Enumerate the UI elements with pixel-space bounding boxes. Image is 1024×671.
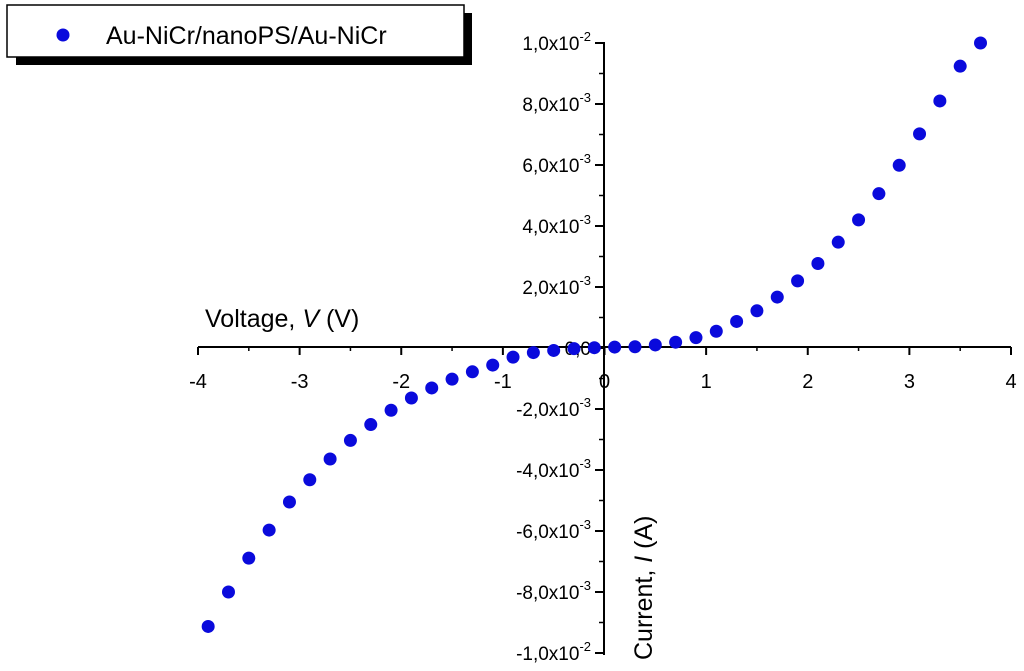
data-point [811,257,825,271]
y-tick-exponent: -2 [579,29,591,44]
y-tick-exponent: -3 [579,578,591,593]
y-ticks: 1,0x10-28,0x10-36,0x10-34,0x10-32,0x10-3… [516,29,604,665]
y-tick-mantissa: -4,0x10 [516,461,579,482]
data-point [364,418,378,432]
y-tick-exponent: -3 [579,456,591,471]
y-tick-mantissa: 4,0x10 [522,217,579,238]
data-point [323,452,337,466]
y-axis-title: Current, I (A) [630,516,658,661]
x-axis-title: Voltage, V (V) [205,305,359,333]
data-points [201,36,988,633]
data-point [547,343,561,357]
y-tick-label: 4,0x10-3 [522,212,591,238]
data-point [831,235,845,249]
y-tick-label: 2,0x10-3 [522,273,591,299]
y-tick-label: -4,0x10-3 [516,456,591,482]
data-point [201,619,215,633]
data-point [404,391,418,405]
y-tick-label: -2,0x10-3 [516,395,591,421]
y-tick-exponent: -2 [579,639,591,654]
y-tick-exponent: -3 [579,90,591,105]
y-axis-title-suffix: (A) [630,516,658,556]
data-point [750,304,764,318]
data-point [303,473,317,487]
data-point [689,331,703,345]
y-tick-mantissa: -1,0x10 [516,644,579,665]
data-point [648,338,662,352]
y-tick-mantissa: 8,0x10 [522,95,579,116]
data-point [730,314,744,328]
x-axis-title-prefix: Voltage, [205,305,302,333]
data-point [282,495,296,509]
data-point [709,324,723,338]
x-tick-label: 4 [1005,371,1016,393]
y-tick-mantissa: -2,0x10 [516,400,579,421]
data-point [933,94,947,108]
y-tick-exponent: -3 [579,273,591,288]
data-point [242,551,256,565]
x-tick-label: -4 [189,371,207,393]
data-point [587,341,601,355]
y-tick-label: -8,0x10-3 [516,578,591,604]
x-tick-label: 3 [904,371,915,393]
x-tick-label: -1 [494,371,512,393]
data-point [425,381,439,395]
data-point [953,59,967,73]
data-point [465,365,479,379]
y-axis-title-prefix: Current, [630,563,658,660]
data-point [343,433,357,447]
y-tick-exponent: -3 [579,517,591,532]
legend-label: Au-NiCr/nanoPS/Au-NiCr [106,22,387,50]
x-axis-title-suffix: (V) [319,305,359,333]
y-tick-exponent: -3 [579,212,591,227]
data-point [608,340,622,354]
y-tick-label: 1,0x10-2 [522,29,591,55]
data-point [892,158,906,172]
x-tick-label: 0 [599,371,610,393]
data-point [669,335,683,349]
x-tick-label: 2 [802,371,813,393]
legend: Au-NiCr/nanoPS/Au-NiCr [6,4,472,65]
data-point [791,274,805,288]
y-tick-mantissa: -6,0x10 [516,522,579,543]
x-axis-title-symbol: V [302,305,321,333]
x-ticks: -4 -3 -2 -1 0 1 2 3 4 [189,347,1017,393]
data-point [770,290,784,304]
legend-marker [56,28,70,42]
x-tick-label: -3 [291,371,309,393]
data-point [526,346,540,360]
data-point [384,403,398,417]
y-tick-mantissa: -8,0x10 [516,583,579,604]
y-tick-mantissa: 6,0x10 [522,156,579,177]
data-point [567,342,581,356]
data-point [628,340,642,354]
data-point [445,372,459,386]
y-tick-mantissa: 1,0x10 [522,34,579,55]
data-point [486,358,500,372]
axes: -4 -3 -2 -1 0 1 2 3 4 1,0x10-28,0x10-36,0x10-34,… [189,29,1016,665]
data-point [872,187,886,201]
y-tick-label: 6,0x10-3 [522,151,591,177]
data-point [974,36,988,50]
y-tick-label: 8,0x10-3 [522,90,591,116]
data-point [221,585,235,599]
data-point [262,523,276,537]
x-tick-label: 1 [701,371,712,393]
data-point [852,213,866,227]
y-tick-exponent: -3 [579,151,591,166]
y-tick-exponent: -3 [579,395,591,410]
y-tick-label: -6,0x10-3 [516,517,591,543]
y-tick-mantissa: 2,0x10 [522,278,579,299]
y-tick-label: -1,0x10-2 [516,639,591,665]
data-point [913,127,927,141]
y-axis-title-symbol: I [630,556,658,563]
x-tick-label: -2 [392,371,410,393]
legend-box [6,4,465,58]
data-point [506,350,520,364]
